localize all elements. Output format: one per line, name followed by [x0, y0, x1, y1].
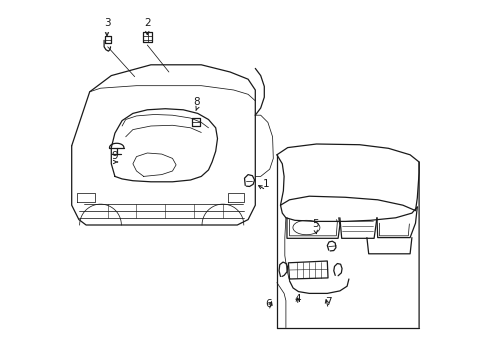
Text: 7: 7 — [325, 297, 331, 307]
Text: 4: 4 — [294, 294, 301, 304]
Text: 2: 2 — [143, 18, 150, 28]
Text: 8: 8 — [193, 96, 200, 107]
Text: 6: 6 — [265, 299, 272, 309]
Text: 9: 9 — [111, 150, 118, 161]
Text: 1: 1 — [262, 179, 269, 189]
Text: 5: 5 — [312, 219, 319, 229]
Text: 3: 3 — [103, 18, 110, 28]
